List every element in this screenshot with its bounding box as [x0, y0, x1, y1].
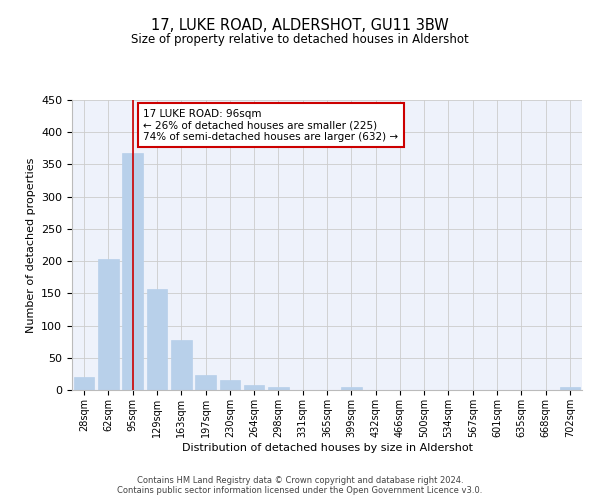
Bar [268, 388, 289, 390]
Text: Contains HM Land Registry data © Crown copyright and database right 2024.
Contai: Contains HM Land Registry data © Crown c… [118, 476, 482, 495]
Bar [98, 259, 119, 390]
Bar [146, 290, 167, 390]
Bar [341, 388, 362, 390]
Bar [122, 153, 143, 390]
Bar [195, 375, 216, 390]
Bar [244, 385, 265, 390]
Text: 17, LUKE ROAD, ALDERSHOT, GU11 3BW: 17, LUKE ROAD, ALDERSHOT, GU11 3BW [151, 18, 449, 32]
Text: 17 LUKE ROAD: 96sqm
← 26% of detached houses are smaller (225)
74% of semi-detac: 17 LUKE ROAD: 96sqm ← 26% of detached ho… [143, 108, 398, 142]
Y-axis label: Number of detached properties: Number of detached properties [26, 158, 35, 332]
Bar [171, 340, 191, 390]
Text: Size of property relative to detached houses in Aldershot: Size of property relative to detached ho… [131, 32, 469, 46]
Bar [74, 377, 94, 390]
X-axis label: Distribution of detached houses by size in Aldershot: Distribution of detached houses by size … [182, 442, 473, 452]
Bar [560, 388, 580, 390]
Bar [220, 380, 240, 390]
